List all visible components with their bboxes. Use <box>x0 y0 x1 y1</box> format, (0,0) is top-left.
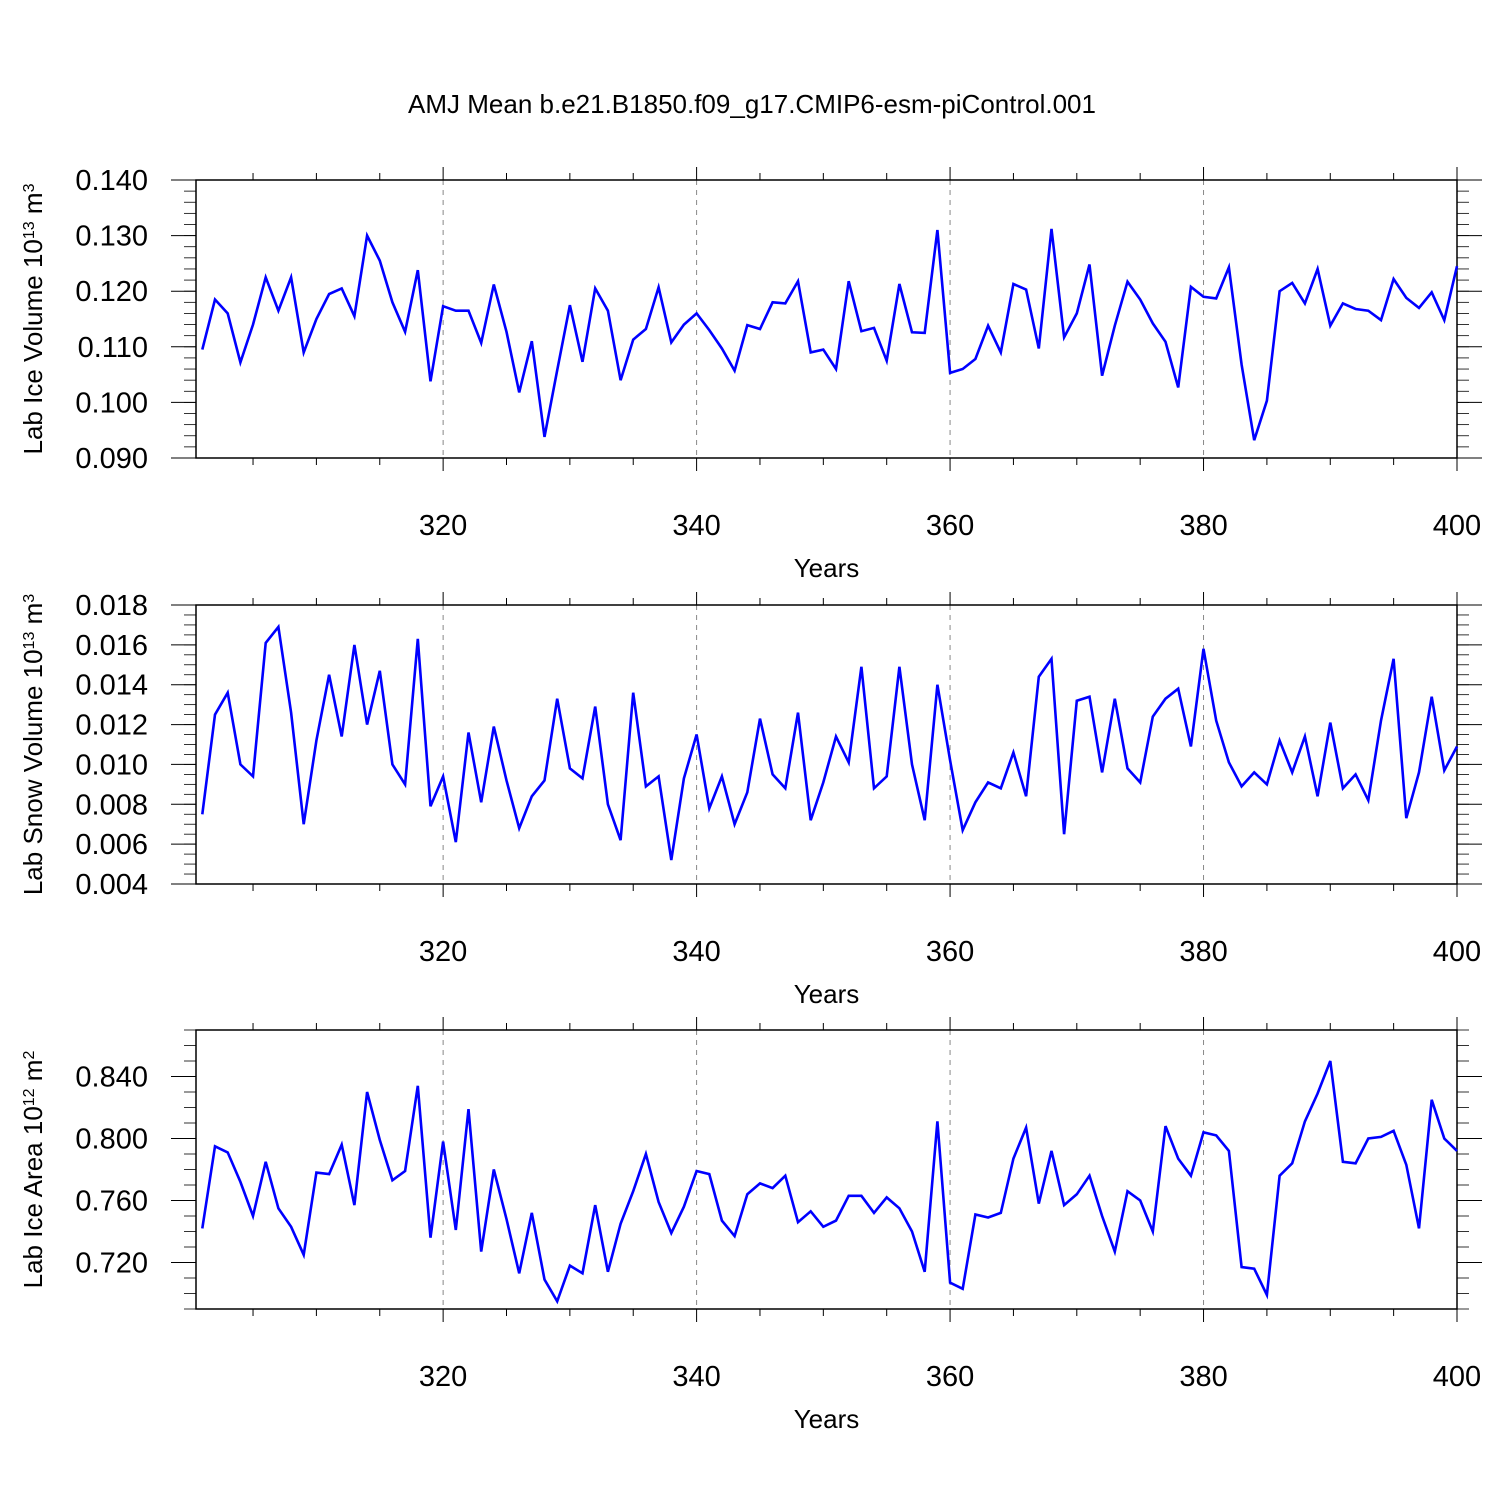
x-tick-label: 380 <box>1179 1361 1227 1393</box>
x-axis-label: Years <box>794 1404 860 1434</box>
chart-panel-3: 320 340 360 380 400 Years 0.720 0.760 0.800 0.840… <box>18 1017 1482 1434</box>
y-tick-label: 0.720 <box>75 1248 148 1280</box>
figure-title: AMJ Mean b.e21.B1850.f09_g17.CMIP6-esm-p… <box>408 89 1096 119</box>
y-axis-label: Lab Ice Area 1012 m2 <box>18 1051 48 1289</box>
y-axis-label-unit-exponent: 2 <box>21 1051 38 1060</box>
x-tick-label: 340 <box>672 1361 720 1393</box>
series-line <box>201 1060 1458 1305</box>
y-tick-label: 0.130 <box>75 221 148 253</box>
y-tick-label: 0.006 <box>75 829 148 861</box>
y-axis-label: Lab Ice Volume 1013 m3 <box>18 183 48 454</box>
y-tick-label: 0.110 <box>78 332 148 364</box>
x-axis-label: Years <box>794 979 860 1009</box>
series-line <box>201 228 1459 441</box>
y-tick-label: 0.840 <box>75 1062 148 1094</box>
y-tick-label: 0.014 <box>75 670 148 702</box>
y-axis-label-text: Lab Ice Volume 10 <box>18 239 48 454</box>
y-tick-label: 0.010 <box>75 749 148 781</box>
x-tick-label: 320 <box>419 936 467 968</box>
y-tick-label: 0.120 <box>75 276 148 308</box>
x-tick-label: 320 <box>419 510 467 542</box>
x-tick-label: 400 <box>1433 510 1481 542</box>
y-tick-label: 0.018 <box>75 590 148 622</box>
series-line <box>201 623 1459 861</box>
y-tick-label: 0.800 <box>75 1124 148 1156</box>
y-tick-label: 0.008 <box>75 789 148 821</box>
y-tick-label: 0.140 <box>75 165 148 197</box>
y-axis-label-unit-exponent: 3 <box>21 183 38 192</box>
x-tick-label: 400 <box>1433 1361 1481 1393</box>
x-tick-label: 380 <box>1179 510 1227 542</box>
y-axis-label-exponent: 13 <box>21 632 38 650</box>
y-tick-label: 0.100 <box>75 387 148 419</box>
x-tick-label: 340 <box>672 510 720 542</box>
chart-panel-2: 320 340 360 380 400 Years 0.004 0.006 0.008 0.010… <box>18 590 1482 1009</box>
y-axis-label-exponent: 12 <box>21 1088 38 1106</box>
y-tick-label: 0.012 <box>75 710 148 742</box>
y-axis-label: Lab Snow Volume 1013 m3 <box>18 594 48 895</box>
y-tick-label: 0.760 <box>75 1186 148 1218</box>
y-tick-label: 0.004 <box>75 869 148 901</box>
y-axis-label-exponent: 13 <box>21 221 38 239</box>
x-tick-label: 320 <box>419 1361 467 1393</box>
plot-frame <box>195 604 1458 885</box>
plot-frame <box>195 179 1458 459</box>
y-axis-label-unit: m <box>18 603 48 632</box>
x-axis-label: Years <box>794 553 860 583</box>
panels: 320 340 360 380 400 Years 0.090 0.100 0.110 0.120… <box>18 165 1482 1434</box>
x-tick-label: 340 <box>672 936 720 968</box>
y-axis-label-text: Lab Ice Area 10 <box>18 1106 48 1288</box>
x-tick-label: 360 <box>926 510 974 542</box>
y-axis-label-unit: m <box>18 192 48 221</box>
y-axis-label-unit-exponent: 3 <box>21 594 38 603</box>
y-tick-label: 0.090 <box>75 443 148 475</box>
y-axis-label-text: Lab Snow Volume 10 <box>18 649 48 895</box>
y-tick-label: 0.016 <box>75 630 148 662</box>
y-axis-label-unit: m <box>18 1060 48 1089</box>
chart-panel-1: 320 340 360 380 400 Years 0.090 0.100 0.110 0.120… <box>18 165 1482 583</box>
x-tick-label: 360 <box>926 936 974 968</box>
x-tick-label: 380 <box>1179 936 1227 968</box>
x-tick-label: 400 <box>1433 936 1481 968</box>
x-tick-label: 360 <box>926 1361 974 1393</box>
plot-frame <box>195 1029 1458 1310</box>
